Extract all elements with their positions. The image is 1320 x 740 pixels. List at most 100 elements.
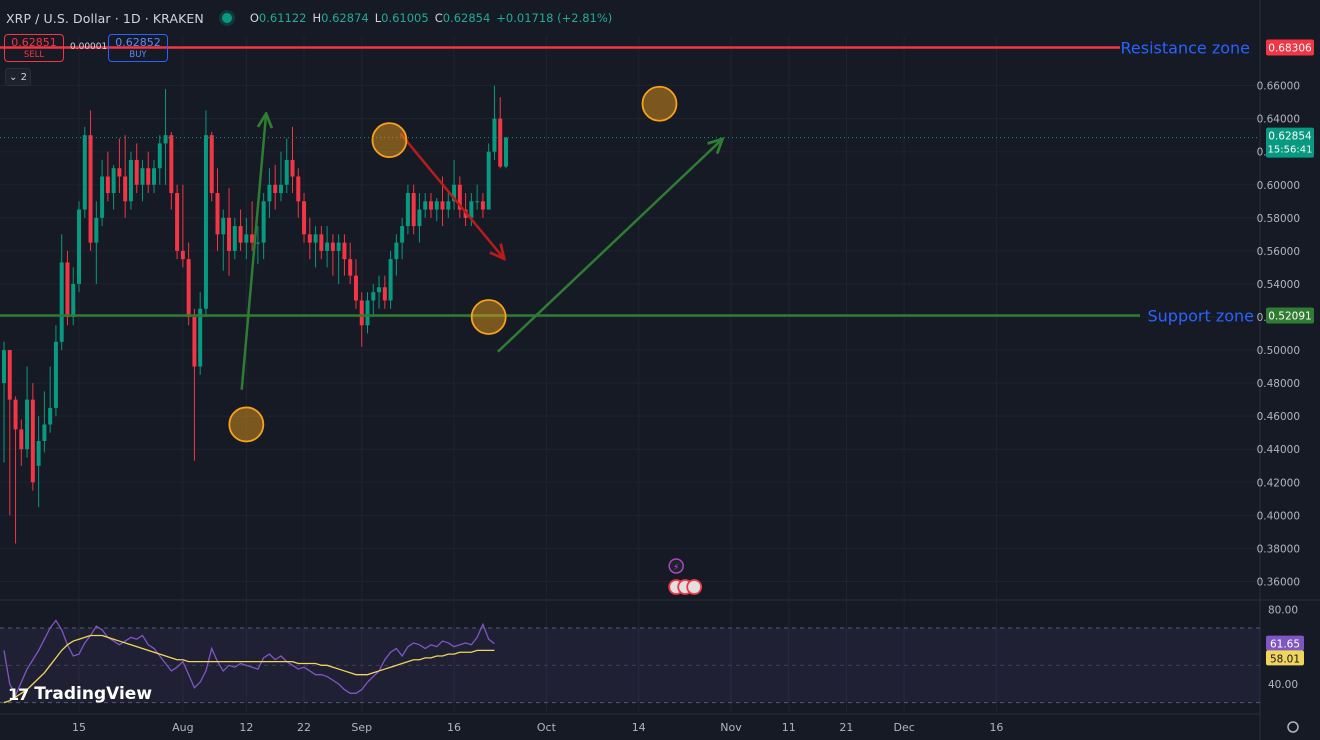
candle-body	[198, 308, 203, 367]
candle-body	[134, 159, 139, 185]
candle-body	[475, 201, 480, 203]
indicator-count: 2	[20, 72, 27, 83]
symbol-title[interactable]: XRP / U.S. Dollar · 1D · KRAKEN	[6, 10, 204, 26]
price-tick-label: 0.58000	[1257, 213, 1300, 225]
candle-body	[428, 201, 433, 210]
candle-body	[498, 118, 503, 167]
sell-label: SELL	[23, 50, 45, 60]
rsi-ma-line	[3, 634, 495, 704]
candle-body	[111, 168, 116, 194]
candle-body	[255, 242, 260, 244]
rsi-tick-label: 80.00	[1268, 604, 1298, 616]
candle-body	[209, 135, 214, 194]
candle-body	[48, 407, 53, 425]
candle-body	[250, 234, 255, 243]
ohlc-value: 0.61005	[381, 11, 429, 25]
time-tick-label: Dec	[893, 721, 914, 734]
candle-body	[434, 201, 439, 210]
time-tick-label: 16	[447, 721, 461, 734]
time-tick-label: 14	[632, 721, 646, 734]
sell-button[interactable]: 0.62851 SELL	[4, 34, 64, 62]
rsi-value-text: 61.65	[1270, 639, 1300, 651]
candle-body	[313, 234, 318, 243]
ohlc-value: 0.62874	[321, 11, 369, 25]
uptrend-arrow-october[interactable]	[497, 140, 721, 353]
candle-body	[203, 135, 208, 309]
ohlc-value: 0.62854	[442, 11, 491, 25]
ohlc-key: C	[434, 11, 443, 25]
price-tick-label: 0.66000	[1257, 81, 1300, 93]
candle-body	[53, 341, 58, 408]
candle-body	[423, 201, 428, 210]
time-tick-label: 11	[782, 721, 796, 734]
price-tick-label: 0.36000	[1257, 576, 1300, 588]
candle-body	[94, 217, 99, 243]
us-flag-event-icon[interactable]	[686, 579, 703, 595]
candle-body	[267, 184, 272, 202]
last-price-text: 0.62854	[1268, 131, 1312, 143]
candle-body	[71, 283, 76, 317]
downtrend-arrow-september[interactable]	[399, 132, 503, 258]
candle-body	[411, 193, 416, 227]
rsi-value-tag	[1266, 635, 1304, 651]
candle-body	[163, 135, 168, 144]
candle-body	[36, 440, 41, 466]
candle-body	[480, 201, 485, 210]
candle-body	[296, 176, 301, 202]
candle-body	[19, 429, 24, 450]
ohlc-item: H0.62874	[312, 11, 368, 25]
candle-body	[503, 137, 508, 167]
candle-body	[330, 242, 335, 251]
candle-body	[232, 226, 237, 251]
buy-label: BUY	[129, 50, 147, 60]
candle-body	[100, 176, 105, 218]
highlight-circle[interactable]	[228, 406, 265, 443]
time-tick-label: Oct	[537, 721, 557, 734]
candle-body	[7, 350, 12, 400]
candle-body	[192, 317, 197, 367]
candle-body	[359, 300, 364, 326]
uptrend-arrow-august[interactable]	[240, 115, 266, 390]
candle-body	[65, 262, 70, 317]
candle-body	[388, 259, 393, 301]
candle-body	[180, 250, 185, 260]
chart-header: XRP / U.S. Dollar · 1D · KRAKEN O0.61122…	[0, 0, 612, 36]
market-status-dot-icon	[221, 13, 232, 23]
gear-icon[interactable]	[1287, 721, 1299, 733]
ohlc-key: L	[374, 11, 382, 25]
time-tick-label: 12	[239, 721, 253, 734]
time-tick-label: Aug	[172, 721, 193, 734]
chevron-down-icon: ⌄	[9, 72, 18, 83]
candle-body	[290, 159, 295, 177]
candle-body	[77, 209, 82, 284]
ohlc-item: O0.61122	[250, 11, 307, 25]
rsi-line	[3, 619, 495, 697]
candle-body	[365, 300, 370, 326]
highlight-circle[interactable]	[641, 85, 678, 122]
price-tick-label: 0.60000	[1257, 180, 1300, 192]
ohlc-readout: O0.61122 H0.62874 L0.61005 C0.62854 +0.01718…	[250, 11, 612, 25]
time-tick-label: 16	[989, 721, 1003, 734]
candle-body	[394, 242, 399, 260]
bar-countdown-text: 15:56:41	[1268, 145, 1313, 156]
candle-body	[377, 287, 382, 293]
ohlc-item: L0.61005	[375, 11, 429, 25]
lightning-event-icon[interactable]	[668, 558, 684, 574]
support-label: Support zone	[1147, 306, 1254, 325]
candle-body	[13, 399, 18, 430]
indicator-toggle[interactable]: ⌄ 2	[5, 68, 31, 86]
candle-body	[302, 201, 307, 235]
candle-body	[278, 184, 283, 194]
candle-body	[238, 226, 243, 243]
highlight-circle[interactable]	[470, 299, 507, 335]
lightning-glyph-icon: ⚡	[673, 563, 679, 573]
candle-body	[123, 176, 128, 202]
candle-body	[446, 201, 451, 210]
candle-body	[348, 259, 353, 276]
candle-body	[157, 143, 162, 169]
candle-body	[319, 234, 324, 251]
highlight-circle[interactable]	[371, 122, 408, 159]
buy-button[interactable]: 0.62852 BUY	[108, 34, 168, 62]
